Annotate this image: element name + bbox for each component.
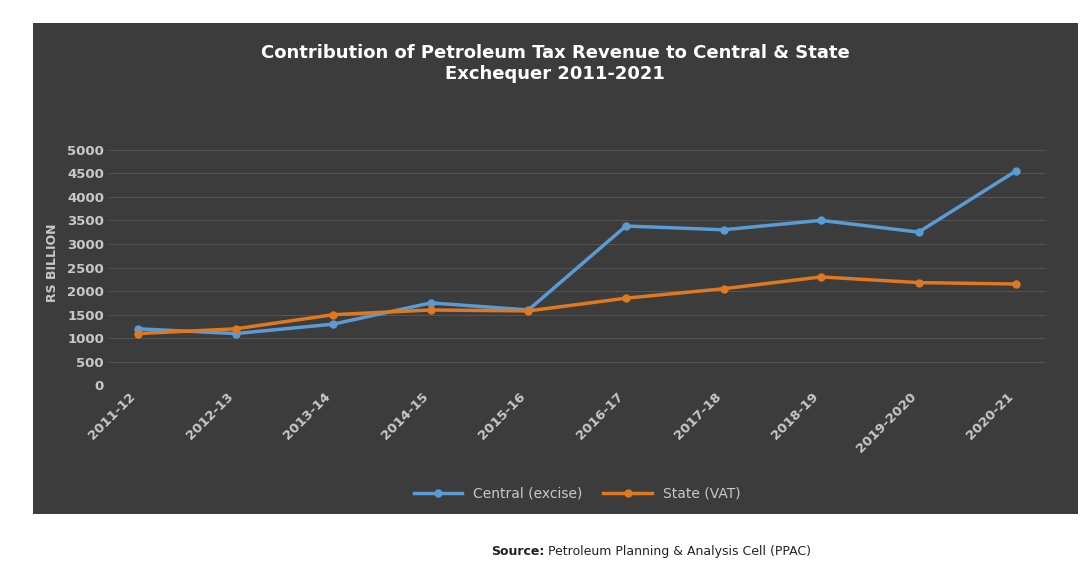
State (VAT): [229, 325, 242, 332]
State (VAT): [522, 307, 535, 314]
Central (excise): [1010, 167, 1023, 174]
Text: Petroleum Planning & Analysis Cell (PPAC): Petroleum Planning & Analysis Cell (PPAC…: [544, 545, 811, 558]
State (VAT): [1010, 280, 1023, 287]
Central (excise): [815, 217, 828, 224]
Text: Contribution of Petroleum Tax Revenue to Central & State
Exchequer 2011-2021: Contribution of Petroleum Tax Revenue to…: [261, 44, 849, 82]
State (VAT): [717, 285, 730, 292]
Central (excise): [717, 226, 730, 233]
Central (excise): [132, 325, 145, 332]
Central (excise): [327, 321, 340, 328]
State (VAT): [913, 279, 926, 286]
Central (excise): [620, 223, 633, 230]
State (VAT): [815, 273, 828, 280]
State (VAT): [327, 311, 340, 318]
Central (excise): [425, 300, 438, 307]
State (VAT): [425, 307, 438, 314]
Text: Source:: Source:: [491, 545, 544, 558]
Line: State (VAT): State (VAT): [135, 273, 1019, 337]
Y-axis label: RS BILLION: RS BILLION: [46, 224, 59, 302]
Central (excise): [522, 307, 535, 314]
State (VAT): [132, 330, 145, 337]
Line: Central (excise): Central (excise): [135, 168, 1019, 337]
State (VAT): [620, 295, 633, 302]
Central (excise): [229, 330, 242, 337]
Central (excise): [913, 228, 926, 235]
Legend: Central (excise), State (VAT): Central (excise), State (VAT): [408, 481, 746, 506]
